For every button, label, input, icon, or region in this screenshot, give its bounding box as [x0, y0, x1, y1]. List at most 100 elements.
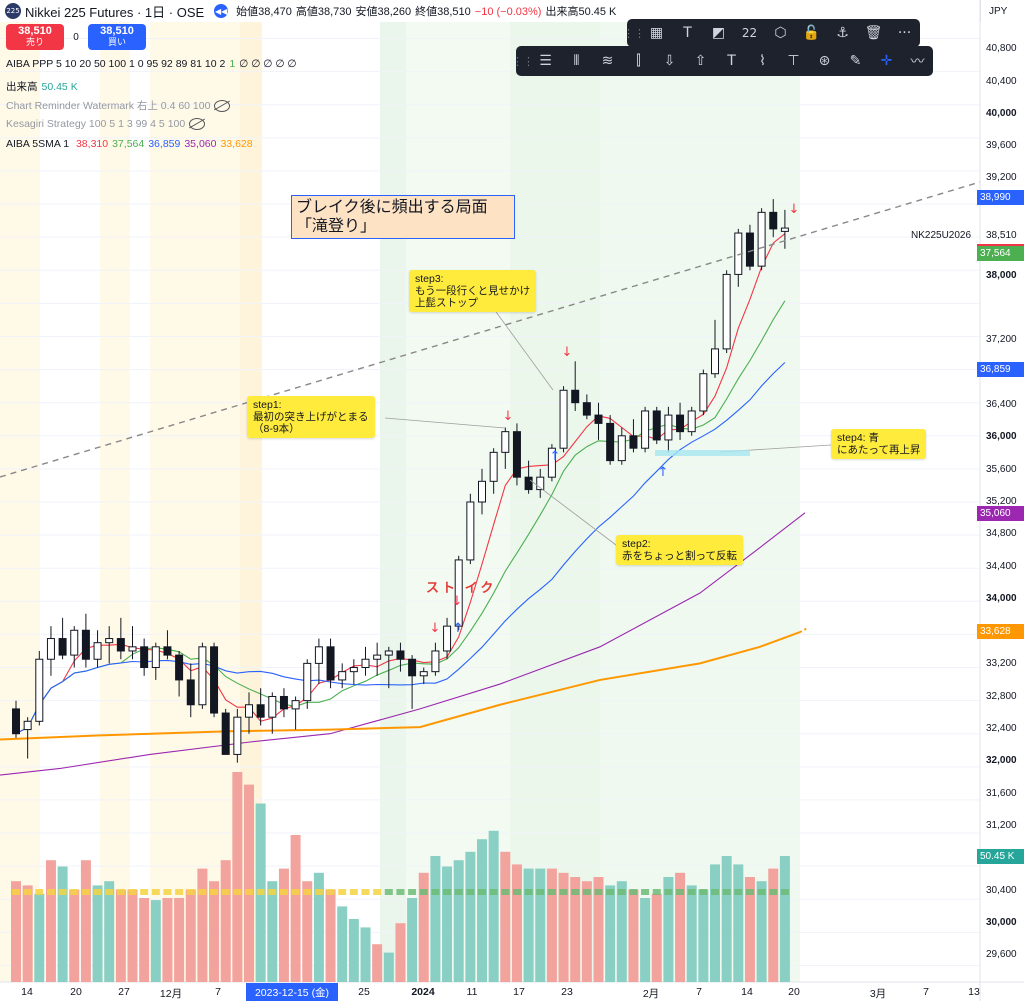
signal-dot: [93, 889, 102, 895]
time-axis-label: 12月: [159, 988, 183, 1000]
signal-dot: [757, 889, 766, 895]
up-arrow-icon: ↑: [658, 465, 669, 480]
symbol-title[interactable]: Nikkei 225 Futures · 1日 · OSE: [25, 4, 205, 20]
text-icon[interactable]: T: [727, 53, 736, 69]
signal-dot: [81, 889, 90, 895]
text-color-icon[interactable]: T: [683, 25, 692, 41]
note-step1[interactable]: step1: 最初の突き上げがとまる （8-9本）: [247, 396, 375, 438]
ohlc-item: −10 (−0.03%): [474, 6, 542, 18]
fill-color-icon[interactable]: ◩: [711, 25, 726, 41]
price-axis-label: 40,000: [986, 108, 1017, 119]
candle-body: [722, 273, 731, 350]
candles-icon[interactable]: ⫿: [636, 53, 641, 69]
replay-icon[interactable]: ◀◀: [214, 4, 229, 18]
candle-body: [221, 712, 230, 755]
trash-icon[interactable]: 🗑: [864, 25, 883, 41]
hexagon-icon[interactable]: ⬡: [774, 25, 787, 41]
sell-button[interactable]: 38,510 売り: [6, 24, 64, 50]
candle-body: [536, 476, 545, 491]
symbol-logo-icon[interactable]: 225: [5, 3, 21, 19]
signal-dot: [687, 889, 696, 895]
fib-icon[interactable]: ≋: [601, 53, 614, 69]
price-axis-label: 33,200: [986, 658, 1017, 669]
currency-label[interactable]: JPY: [980, 0, 1024, 22]
indicator-ppp[interactable]: AIBA PPP 5 10 20 50 100 1 0 95 92 89 81 …: [6, 58, 301, 70]
signal-dot: [175, 889, 184, 895]
highlighter-icon[interactable]: ✎: [849, 53, 862, 69]
volume-bar: [45, 860, 56, 982]
candle-body: [396, 650, 405, 660]
path-icon[interactable]: 〰: [910, 54, 925, 70]
signal-dot: [58, 889, 67, 895]
time-axis-label: 3月: [869, 988, 887, 1000]
volume-bar: [453, 860, 464, 982]
lock-icon[interactable]: 🔓: [802, 25, 821, 41]
note-step3[interactable]: step3: もう一段行くと見せかけ 上髭ストップ: [409, 270, 537, 312]
callout-box[interactable]: ブレイク後に頻出する局面 「滝登り」: [291, 195, 515, 239]
brush-icon[interactable]: ⌇: [759, 53, 766, 69]
indicator-sma[interactable]: AIBA 5SMA 1 38,310 37,564 36,859 35,060 33,6…: [6, 138, 257, 150]
note-step2[interactable]: step2: 赤をちょっと割って反転: [616, 535, 743, 565]
candle-body: [70, 629, 79, 656]
toolbar-grip-icon[interactable]: ⋮⋮: [623, 27, 645, 40]
hidden-eye-icon[interactable]: [189, 118, 206, 131]
arrow-up-icon[interactable]: ⇧: [694, 53, 707, 69]
more-icon[interactable]: ···: [897, 25, 912, 41]
hline-icon[interactable]: ☰: [539, 53, 552, 69]
volume-bar: [500, 851, 511, 982]
crosshair-icon[interactable]: ✛: [880, 53, 893, 69]
strike-label[interactable]: スト イク: [426, 580, 497, 595]
arrow-down-icon[interactable]: ⇩: [663, 53, 676, 69]
indicator-kesagiri[interactable]: Kesagiri Strategy 100 5 1 3 99 4 5 100: [6, 118, 209, 131]
candle-body: [35, 658, 44, 722]
volume-bar: [558, 872, 569, 982]
signal-dot: [769, 889, 778, 895]
toolbar-grip-icon[interactable]: ⋮⋮: [512, 55, 534, 68]
volume-bar: [34, 893, 45, 982]
vlines-icon[interactable]: ⦀: [573, 53, 580, 69]
signal-dot: [617, 889, 626, 895]
volume-bar: [11, 881, 21, 982]
indicator-watermark[interactable]: Chart Reminder Watermark 右上 0.4 60 100: [6, 98, 234, 113]
price-tag: 33,628: [977, 624, 1024, 639]
hidden-eye-icon[interactable]: [214, 100, 231, 113]
price-axis-label: 40,800: [986, 43, 1017, 54]
buy-button[interactable]: 38,510 買い: [88, 24, 146, 50]
sma-value: 36,859: [148, 138, 181, 150]
signal-dot: [198, 889, 207, 895]
volume-bar: [313, 872, 324, 982]
sma-label: AIBA 5SMA 1: [6, 138, 70, 150]
price-axis-label: 30,000: [986, 917, 1017, 928]
ppp-value: 1: [229, 58, 236, 70]
volume-bar: [430, 856, 441, 982]
volume-bar: [267, 881, 278, 982]
time-axis-label: 27: [118, 986, 130, 998]
signal-dot: [256, 889, 265, 895]
ohlc-item: 終値38,510: [415, 6, 471, 18]
chart-header: 225 Nikkei 225 Futures · 1日 · OSE ◀◀ 始値3…: [0, 0, 620, 22]
anchor-icon[interactable]: ⚓: [836, 25, 849, 41]
time-axis-label: 14: [21, 986, 33, 998]
note-step4[interactable]: step4: 青 にあたって再上昇: [831, 429, 927, 459]
grid-icon[interactable]: ▦: [649, 25, 664, 41]
pin-icon[interactable]: ⊛: [818, 53, 831, 69]
candle-body: [478, 480, 486, 503]
volume-bar: [581, 881, 592, 982]
sma100-line: [0, 631, 801, 741]
time-axis-label: 14: [741, 986, 753, 998]
volume-bar: [127, 889, 138, 982]
price-axis-label: 37,200: [986, 334, 1017, 345]
note-icon[interactable]: ⊤: [787, 53, 800, 69]
font-size-value[interactable]: 22: [741, 26, 758, 40]
candle-body: [617, 435, 626, 462]
price-tag: 36,859: [977, 362, 1024, 377]
time-axis-label: 2月: [642, 988, 660, 1000]
signal-dot: [12, 889, 20, 895]
signal-dot: [116, 889, 125, 895]
candle-body: [711, 348, 719, 375]
indicator-volume[interactable]: 出来高 50.45 K: [6, 79, 82, 94]
candle-body: [419, 671, 428, 677]
volume-bar: [150, 900, 161, 982]
ohlc-item: 始値38,470: [236, 6, 292, 18]
